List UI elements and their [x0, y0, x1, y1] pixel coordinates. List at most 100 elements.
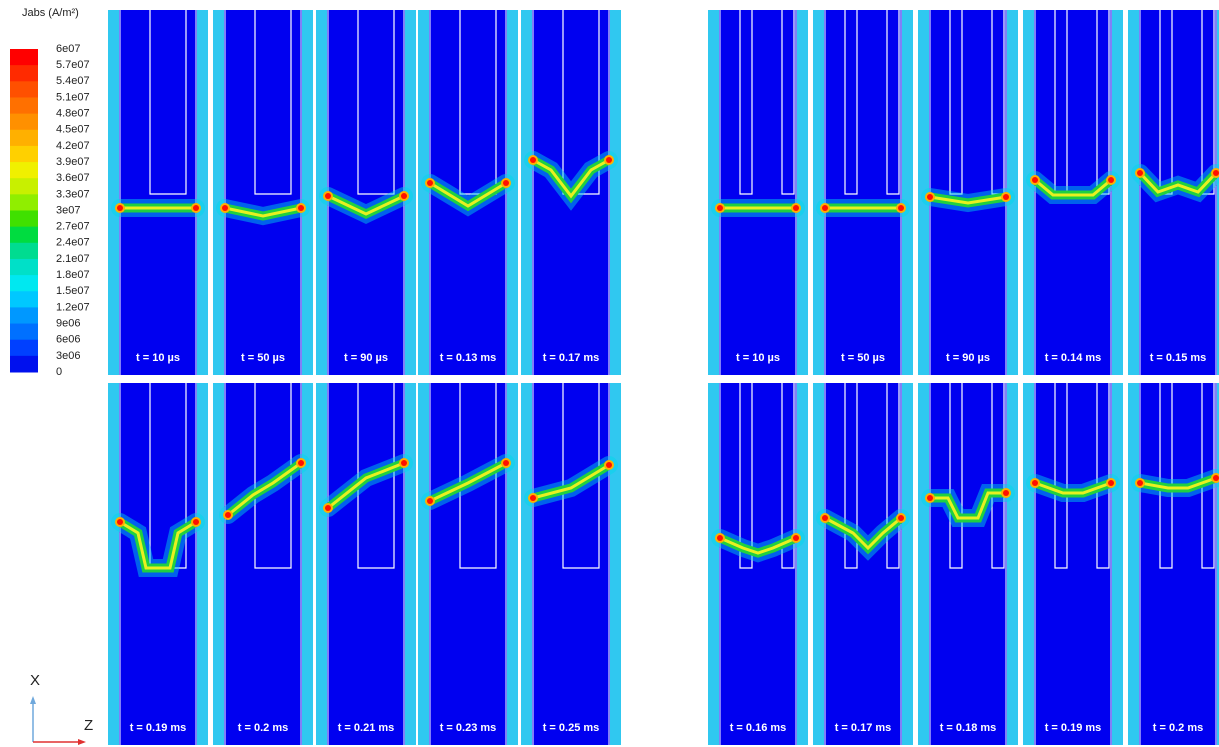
arc-root-core	[717, 205, 723, 211]
legend-swatch	[10, 129, 38, 147]
time-label: t = 50 µs	[841, 352, 885, 364]
side-strip	[708, 383, 719, 745]
panel-background	[918, 10, 1018, 375]
panel: t = 0.23 ms	[418, 383, 518, 745]
electrode	[1054, 383, 1068, 569]
legend-label: 2.4e07	[56, 237, 90, 249]
legend-title: Jabs (A/m²)	[22, 7, 79, 19]
panel-background	[1128, 10, 1219, 375]
arc-root-core	[222, 205, 228, 211]
side-strip	[507, 383, 518, 745]
legend-swatch	[10, 178, 38, 195]
legend-swatch	[10, 194, 38, 211]
arc-core	[326, 194, 406, 216]
electrode	[739, 383, 753, 569]
arc-root-core	[927, 194, 933, 200]
arc-root-core	[1137, 170, 1143, 176]
time-label: t = 0.23 ms	[440, 722, 497, 734]
electrode	[459, 383, 497, 569]
side-strip	[918, 10, 929, 375]
arc-root-core	[1137, 480, 1143, 486]
arc-root-core	[1003, 490, 1009, 496]
legend-label: 1.2e07	[56, 301, 90, 313]
panel: t = 0.19 ms	[108, 383, 208, 745]
panel: t = 0.14 ms	[1023, 10, 1123, 375]
panel-background	[708, 10, 808, 375]
legend-swatch	[10, 162, 38, 179]
electrode	[149, 10, 187, 195]
electrode	[949, 383, 963, 569]
panel-background	[316, 383, 416, 745]
time-label: t = 50 µs	[241, 352, 285, 364]
arc-core	[1138, 476, 1218, 490]
time-label: t = 0.17 ms	[835, 722, 892, 734]
arc-root-core	[822, 515, 828, 521]
side-strip	[316, 10, 327, 375]
time-label: t = 10 µs	[136, 352, 180, 364]
electrode	[1201, 10, 1215, 195]
legend-label: 3.3e07	[56, 188, 90, 200]
arc-core	[326, 461, 406, 510]
arc-core	[428, 181, 508, 208]
panel: t = 0.2 ms	[1128, 383, 1219, 745]
panel-background	[708, 383, 808, 745]
legend-label: 3.9e07	[56, 156, 90, 168]
electrode	[357, 383, 395, 569]
electrode	[844, 383, 858, 569]
electrode	[886, 10, 900, 195]
legend-swatch	[10, 97, 38, 115]
panel-background	[108, 10, 208, 375]
legend-label: 4.2e07	[56, 140, 90, 152]
legend-swatch	[10, 65, 38, 82]
side-strip	[108, 383, 119, 745]
arc-core	[1033, 481, 1113, 495]
legend-swatch	[10, 210, 38, 228]
electrode	[1096, 383, 1110, 569]
legend-swatch	[10, 113, 38, 131]
panel: t = 10 µs	[108, 10, 208, 375]
arc-core	[823, 516, 903, 551]
panel: t = 90 µs	[918, 10, 1018, 375]
electrode	[459, 10, 497, 195]
side-strip	[610, 383, 621, 745]
time-label: t = 90 µs	[344, 352, 388, 364]
time-label: t = 0.16 ms	[730, 722, 787, 734]
legend-label: 5.4e07	[56, 75, 90, 87]
legend-label: 9e06	[56, 317, 80, 329]
legend-label: 2.1e07	[56, 253, 90, 265]
side-strip	[405, 10, 416, 375]
legend-label: 6e07	[56, 43, 80, 55]
side-strip	[1023, 383, 1034, 745]
side-strip	[1023, 10, 1034, 375]
electrode	[949, 10, 963, 195]
side-strip	[316, 383, 327, 745]
arc-core	[928, 491, 1008, 520]
panel: t = 0.17 ms	[521, 10, 621, 375]
arc-root-core	[193, 519, 199, 525]
z-arrow-head	[78, 739, 86, 745]
time-label: t = 0.17 ms	[543, 352, 600, 364]
electrode	[254, 10, 292, 195]
side-strip	[108, 10, 119, 375]
side-strip	[418, 383, 429, 745]
arc-root-core	[193, 205, 199, 211]
arc-root-core	[1213, 475, 1219, 481]
side-strip	[1128, 383, 1139, 745]
panel: t = 90 µs	[316, 10, 416, 375]
electrode	[1159, 383, 1173, 569]
legend-swatch	[10, 323, 38, 341]
side-strip	[213, 383, 224, 745]
legend-label: 6e06	[56, 334, 80, 346]
panel-background	[521, 383, 621, 745]
arc-core	[118, 520, 198, 570]
panel: t = 0.13 ms	[418, 10, 518, 375]
side-strip	[708, 10, 719, 375]
panel-background	[213, 383, 313, 745]
side-strip	[1217, 383, 1219, 745]
arc-root-core	[1032, 177, 1038, 183]
side-strip	[521, 10, 532, 375]
legend-swatch	[10, 258, 38, 276]
arc-core	[531, 158, 611, 199]
electrode	[357, 10, 395, 195]
